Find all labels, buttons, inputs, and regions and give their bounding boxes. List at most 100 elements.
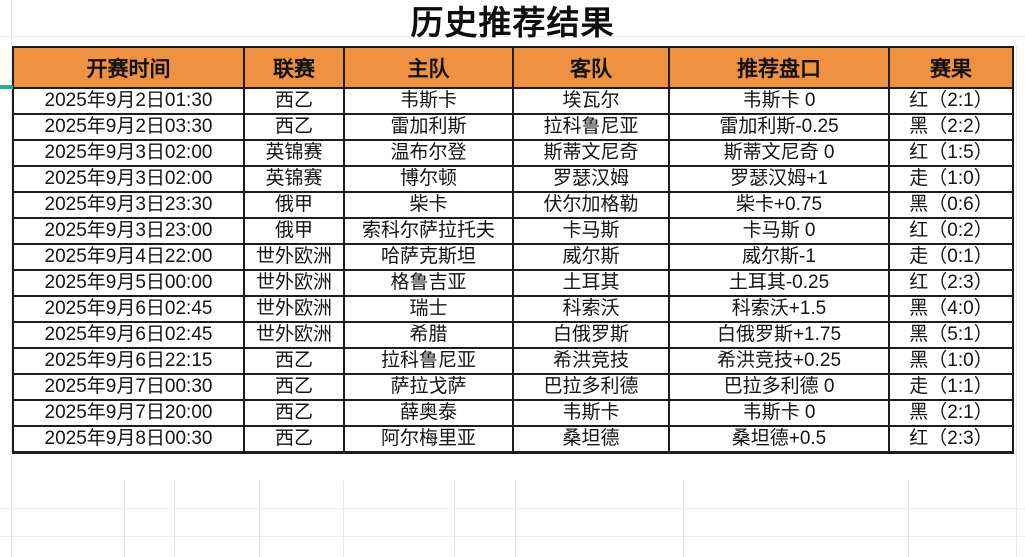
gridline — [515, 481, 516, 557]
cell-away[interactable]: 罗瑟汉姆 — [512, 165, 670, 193]
cell-away[interactable]: 韦斯卡 — [512, 399, 670, 427]
cell-home[interactable]: 博尔顿 — [343, 165, 514, 193]
cell-home[interactable]: 阿尔梅里亚 — [343, 425, 514, 454]
cell-handicap[interactable]: 巴拉多利德 0 — [668, 373, 890, 401]
cell-handicap[interactable]: 韦斯卡 0 — [668, 87, 890, 115]
cell-home[interactable]: 雷加利斯 — [343, 113, 514, 141]
cell-time[interactable]: 2025年9月5日00:00 — [12, 269, 245, 297]
cell-handicap[interactable]: 柴卡+0.75 — [668, 191, 890, 219]
cell-time[interactable]: 2025年9月7日00:30 — [12, 373, 245, 401]
cell-away[interactable]: 巴拉多利德 — [512, 373, 670, 401]
header-cell-handicap[interactable]: 推荐盘口 — [668, 46, 890, 89]
cell-away[interactable]: 桑坦德 — [512, 425, 670, 454]
cell-home[interactable]: 瑞士 — [343, 295, 514, 323]
cell-result[interactable]: 黑（0:6） — [888, 191, 1014, 219]
cell-league[interactable]: 西乙 — [243, 113, 345, 141]
cell-away[interactable]: 土耳其 — [512, 269, 670, 297]
cell-home[interactable]: 萨拉戈萨 — [343, 373, 514, 401]
cell-league[interactable]: 西乙 — [243, 399, 345, 427]
gridline — [11, 0, 12, 557]
cell-time[interactable]: 2025年9月3日02:00 — [12, 165, 245, 193]
cell-result[interactable]: 走（1:0） — [888, 165, 1014, 193]
cell-time[interactable]: 2025年9月6日02:45 — [12, 295, 245, 323]
cell-league[interactable]: 世外欧洲 — [243, 269, 345, 297]
cell-time[interactable]: 2025年9月2日01:30 — [12, 87, 245, 115]
cell-time[interactable]: 2025年9月3日23:30 — [12, 191, 245, 219]
cell-result[interactable]: 红（1:5） — [888, 139, 1014, 167]
header-cell-league[interactable]: 联赛 — [243, 46, 345, 89]
cell-time[interactable]: 2025年9月2日03:30 — [12, 113, 245, 141]
cell-away[interactable]: 埃瓦尔 — [512, 87, 670, 115]
cell-away[interactable]: 拉科鲁尼亚 — [512, 113, 670, 141]
cell-handicap[interactable]: 雷加利斯-0.25 — [668, 113, 890, 141]
cell-result[interactable]: 黑（1:0） — [888, 347, 1014, 375]
header-cell-time[interactable]: 开赛时间 — [12, 46, 245, 89]
table-row: 2025年9月6日02:45 世外欧洲 希腊 白俄罗斯 白俄罗斯+1.75 黑（… — [12, 321, 1014, 349]
cell-handicap[interactable]: 白俄罗斯+1.75 — [668, 321, 890, 349]
cell-handicap[interactable]: 科索沃+1.5 — [668, 295, 890, 323]
gridline — [0, 508, 1025, 509]
cell-result[interactable]: 走（1:1） — [888, 373, 1014, 401]
cell-home[interactable]: 拉科鲁尼亚 — [343, 347, 514, 375]
cell-handicap[interactable]: 卡马斯 0 — [668, 217, 890, 245]
cell-home[interactable]: 索科尔萨拉托夫 — [343, 217, 514, 245]
cell-league[interactable]: 俄甲 — [243, 191, 345, 219]
cell-handicap[interactable]: 桑坦德+0.5 — [668, 425, 890, 454]
cell-time[interactable]: 2025年9月6日22:15 — [12, 347, 245, 375]
cell-handicap[interactable]: 威尔斯-1 — [668, 243, 890, 271]
cell-home[interactable]: 薛奥泰 — [343, 399, 514, 427]
cell-time[interactable]: 2025年9月4日22:00 — [12, 243, 245, 271]
cell-time[interactable]: 2025年9月8日00:30 — [12, 425, 245, 454]
cell-result[interactable]: 黑（4:0） — [888, 295, 1014, 323]
cell-handicap[interactable]: 罗瑟汉姆+1 — [668, 165, 890, 193]
header-cell-home[interactable]: 主队 — [343, 46, 514, 89]
table-row: 2025年9月2日01:30 西乙 韦斯卡 埃瓦尔 韦斯卡 0 红（2:1） — [12, 87, 1014, 115]
cell-away[interactable]: 科索沃 — [512, 295, 670, 323]
cell-away[interactable]: 卡马斯 — [512, 217, 670, 245]
cell-league[interactable]: 西乙 — [243, 425, 345, 454]
cell-handicap[interactable]: 土耳其-0.25 — [668, 269, 890, 297]
cell-home[interactable]: 格鲁吉亚 — [343, 269, 514, 297]
cell-result[interactable]: 黑（2:2） — [888, 113, 1014, 141]
cell-result[interactable]: 黑（5:1） — [888, 321, 1014, 349]
table-row: 2025年9月7日00:30 西乙 萨拉戈萨 巴拉多利德 巴拉多利德 0 走（1… — [12, 373, 1014, 401]
cell-time[interactable]: 2025年9月3日02:00 — [12, 139, 245, 167]
cell-handicap[interactable]: 韦斯卡 0 — [668, 399, 890, 427]
cell-league[interactable]: 西乙 — [243, 373, 345, 401]
header-cell-result[interactable]: 赛果 — [888, 46, 1014, 89]
cell-league[interactable]: 英锦赛 — [243, 139, 345, 167]
cell-home[interactable]: 韦斯卡 — [343, 87, 514, 115]
cell-time[interactable]: 2025年9月7日20:00 — [12, 399, 245, 427]
cell-home[interactable]: 温布尔登 — [343, 139, 514, 167]
cell-time[interactable]: 2025年9月6日02:45 — [12, 321, 245, 349]
cell-league[interactable]: 世外欧洲 — [243, 295, 345, 323]
cell-result[interactable]: 红（2:3） — [888, 425, 1014, 454]
gridline — [0, 36, 1025, 37]
cell-away[interactable]: 希洪竞技 — [512, 347, 670, 375]
cell-away[interactable]: 斯蒂文尼奇 — [512, 139, 670, 167]
header-cell-away[interactable]: 客队 — [512, 46, 670, 89]
cell-league[interactable]: 英锦赛 — [243, 165, 345, 193]
table-row: 2025年9月7日20:00 西乙 薛奥泰 韦斯卡 韦斯卡 0 黑（2:1） — [12, 399, 1014, 427]
cell-league[interactable]: 世外欧洲 — [243, 243, 345, 271]
cell-league[interactable]: 俄甲 — [243, 217, 345, 245]
cell-league[interactable]: 西乙 — [243, 87, 345, 115]
cell-away[interactable]: 白俄罗斯 — [512, 321, 670, 349]
cell-result[interactable]: 红（2:3） — [888, 269, 1014, 297]
cell-home[interactable]: 哈萨克斯坦 — [343, 243, 514, 271]
cell-result[interactable]: 红（2:1） — [888, 87, 1014, 115]
cell-result[interactable]: 红（0:2） — [888, 217, 1014, 245]
cell-handicap[interactable]: 斯蒂文尼奇 0 — [668, 139, 890, 167]
cell-league[interactable]: 西乙 — [243, 347, 345, 375]
cell-result[interactable]: 走（0:1） — [888, 243, 1014, 271]
cell-league[interactable]: 世外欧洲 — [243, 321, 345, 349]
cell-away[interactable]: 伏尔加格勒 — [512, 191, 670, 219]
cell-home[interactable]: 柴卡 — [343, 191, 514, 219]
cell-home[interactable]: 希腊 — [343, 321, 514, 349]
cell-handicap[interactable]: 希洪竞技+0.25 — [668, 347, 890, 375]
cell-away[interactable]: 威尔斯 — [512, 243, 670, 271]
cell-time[interactable]: 2025年9月3日23:00 — [12, 217, 245, 245]
table-row: 2025年9月6日22:15 西乙 拉科鲁尼亚 希洪竞技 希洪竞技+0.25 黑… — [12, 347, 1014, 375]
cell-result[interactable]: 黑（2:1） — [888, 399, 1014, 427]
